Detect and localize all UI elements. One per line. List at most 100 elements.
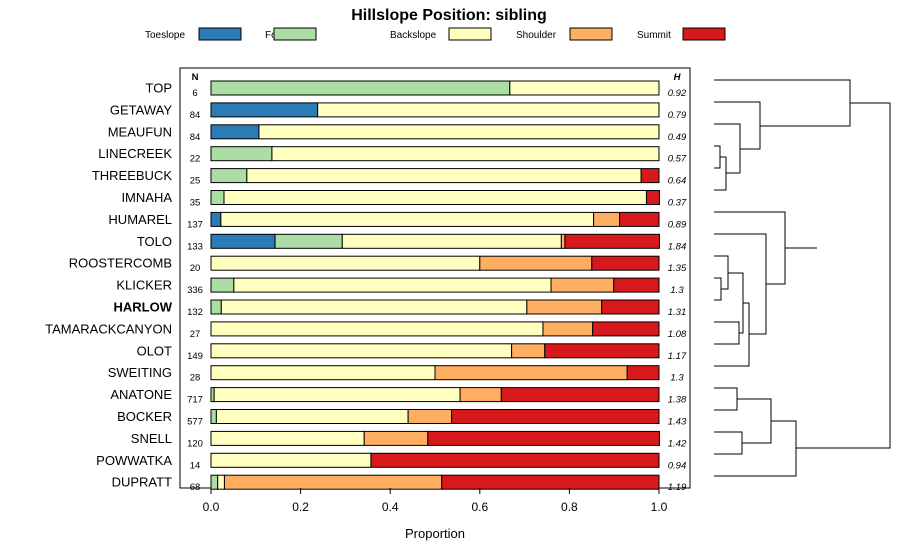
n-header: N [192,72,199,83]
bar-segment-backslope [233,277,552,293]
bar-segment-backslope [223,190,647,205]
h-value: 1.31 [668,307,687,318]
legend: ToeslopeFootslopeBackslopeShoulderSummit [145,27,726,41]
bar-segment-backslope [220,211,595,227]
row-label: POWWATKA [96,453,172,468]
bar-segment-shoulder [542,321,594,337]
dendrogram-branch [714,79,851,127]
n-value: 149 [187,351,203,362]
h-value: 1.08 [668,329,687,340]
bar-segment-footslope [210,474,219,490]
bar-segment-shoulder [407,409,453,424]
bar-segment-footslope [210,80,511,96]
dendrogram-branch [714,431,743,455]
bar-row-tolo: TOLO 133 1.84 [137,233,687,252]
x-tick-label: 0.0 [203,500,220,514]
bar-row-meaufun: MEAUFUN 84 0.49 [108,124,687,143]
bar-segment-footslope [210,146,273,162]
bar-segment-shoulder [550,277,615,293]
row-label: TAMARACKCANYON [45,321,172,336]
legend-label-toeslope: Toeslope [145,30,185,41]
bar-row-snell: SNELL 120 1.42 [131,430,687,449]
x-tick-label: 0.8 [561,500,578,514]
bar-row-sweiting: SWEITING 28 1.3 [108,365,684,384]
bar-segment-shoulder [593,211,621,227]
n-value: 68 [190,482,201,493]
legend-label-backslope: Backslope [390,30,437,41]
n-value: 20 [190,263,201,274]
bar-segment-toeslope [210,211,222,227]
dendrogram-branch [714,387,738,411]
row-label: SNELL [131,431,172,446]
bar-segment-footslope [210,190,225,205]
bar-segment-summit [619,211,660,227]
bar-segment-summit [564,233,660,249]
row-label: HUMAREL [108,212,172,227]
bar-segment-summit [451,409,660,424]
bar-segment-backslope [210,321,544,337]
bar-segment-shoulder [459,387,502,403]
bar-segment-shoulder [479,255,593,271]
n-value: 717 [187,395,203,406]
row-label: ROOSTERCOMB [69,256,172,271]
h-value: 1.42 [668,438,687,449]
bar-segment-summit [592,321,660,337]
bar-segment-backslope [210,365,436,381]
bar-segment-summit [544,343,660,359]
bar-segment-footslope [210,277,235,293]
row-label: ANATONE [110,387,172,402]
h-value: 0.57 [668,154,687,165]
bar-segment-summit [500,387,660,403]
h-value: 1.35 [668,263,687,274]
n-value: 84 [190,132,201,143]
bar-segment-shoulder [511,343,546,359]
row-label: TOP [146,81,173,96]
bar-segment-toeslope [210,233,276,249]
legend-swatch-shoulder [569,27,613,41]
dendrogram-branch [714,420,797,477]
bar-segment-footslope [210,168,248,184]
legend-swatch-footslope [273,27,317,41]
bar-row-getaway: GETAWAY 84 0.79 [110,102,687,121]
bar-segment-summit [591,255,660,271]
bar-segment-backslope [317,102,660,118]
dendrogram-branch [728,272,744,334]
bar-row-dupratt: DUPRATT 68 1.19 [112,474,687,493]
bar-segment-backslope [217,474,225,490]
x-tick-label: 0.2 [292,500,309,514]
h-value: 0.94 [668,460,687,471]
bar-segment-backslope [213,387,461,403]
h-value: 0.49 [668,132,687,143]
bar-row-roostercomb: ROOSTERCOMB 20 1.35 [69,255,687,274]
row-label: MEAUFUN [108,124,172,139]
bar-row-anatone: ANATONE 717 1.38 [110,387,687,406]
bar-row-humarel: HUMAREL 137 0.89 [108,211,687,230]
n-value: 28 [190,373,201,384]
bar-segment-summit [601,299,660,315]
h-value: 1.84 [668,241,687,252]
bar-row-threebuck: THREEBUCK 25 0.64 [92,168,686,187]
x-tick-label: 0.6 [471,500,488,514]
bar-row-imnaha: IMNAHA 35 0.37 [121,190,687,209]
bar-segment-backslope [210,430,365,446]
bar-segment-summit [645,190,660,205]
bar-segment-backslope [258,124,660,140]
h-value: 0.92 [668,88,687,99]
bar-segment-shoulder [526,299,603,315]
bar-segment-summit [640,168,660,184]
n-value: 27 [190,329,201,340]
bar-row-top: TOP 6 0.92 [146,80,687,99]
legend-swatch-summit [682,27,726,41]
h-value: 1.17 [668,351,687,362]
row-label: GETAWAY [110,102,172,117]
dendrogram-branch [714,233,767,335]
bar-segment-summit [427,430,660,446]
row-label: KLICKER [116,278,172,293]
h-value: 0.79 [668,110,687,121]
h-value: 1.3 [670,285,684,296]
n-value: 336 [187,285,203,296]
bar-segment-toeslope [210,124,260,140]
legend-swatch-backslope [448,27,492,41]
x-tick-label: 0.4 [382,500,399,514]
